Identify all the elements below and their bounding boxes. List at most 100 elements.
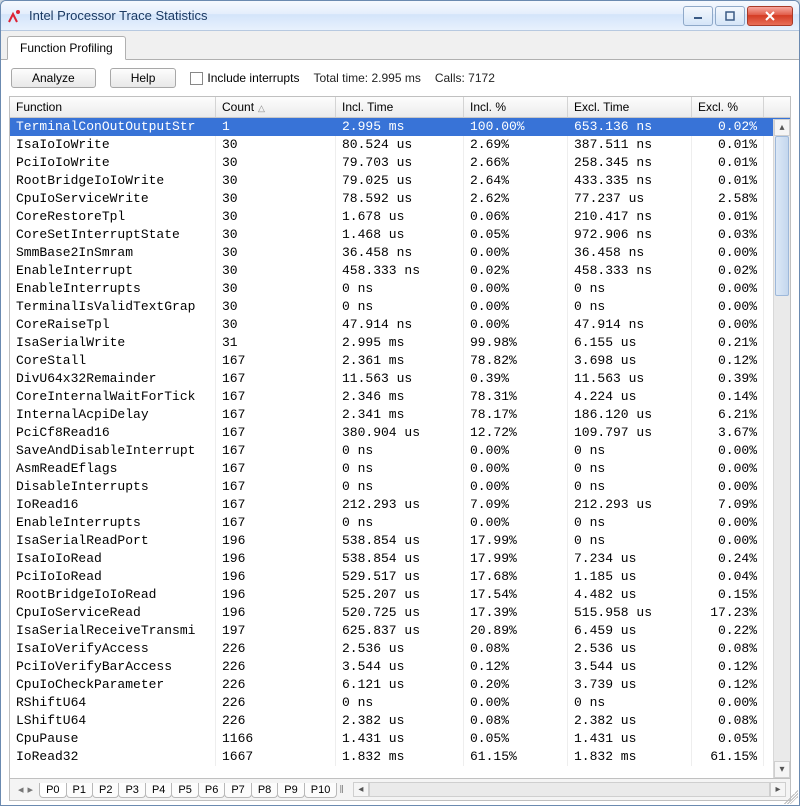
cell-excl-pct: 0.00% <box>692 316 764 334</box>
scroll-down-icon[interactable]: ▾ <box>774 761 790 778</box>
processor-tab-p0[interactable]: P0 <box>39 783 66 798</box>
table-row[interactable]: RShiftU642260 ns0.00%0 ns0.00% <box>10 694 790 712</box>
cell-function: AsmReadEflags <box>10 460 216 478</box>
horizontal-scrollbar[interactable]: ◂ ▸ <box>353 782 786 798</box>
cell-excl-time: 109.797 us <box>568 424 692 442</box>
table-row[interactable]: IsaIoIoWrite3080.524 us2.69%387.511 ns0.… <box>10 136 790 154</box>
cell-incl-time: 47.914 ns <box>336 316 464 334</box>
table-header: Function Count△ Incl. Time Incl. % Excl.… <box>10 97 790 118</box>
cell-incl-time: 525.207 us <box>336 586 464 604</box>
table-row[interactable]: EnableInterrupt30458.333 ns0.02%458.333 … <box>10 262 790 280</box>
processor-tab-p8[interactable]: P8 <box>251 783 278 798</box>
table-row[interactable]: IsaSerialWrite312.995 ms99.98%6.155 us0.… <box>10 334 790 352</box>
table-row[interactable]: LShiftU642262.382 us0.08%2.382 us0.08% <box>10 712 790 730</box>
include-interrupts-wrap[interactable]: Include interrupts <box>190 71 299 85</box>
cell-incl-time: 2.382 us <box>336 712 464 730</box>
table-row[interactable]: CoreRestoreTpl301.678 us0.06%210.417 ns0… <box>10 208 790 226</box>
cell-excl-pct: 0.01% <box>692 172 764 190</box>
processor-tab-p4[interactable]: P4 <box>145 783 172 798</box>
table-row[interactable]: EnableInterrupts1670 ns0.00%0 ns0.00% <box>10 514 790 532</box>
table-row[interactable]: IsaIoIoRead196538.854 us17.99%7.234 us0.… <box>10 550 790 568</box>
table-row[interactable]: IsaSerialReadPort196538.854 us17.99%0 ns… <box>10 532 790 550</box>
cell-incl-time: 1.468 us <box>336 226 464 244</box>
table-row[interactable]: SmmBase2InSmram3036.458 ns0.00%36.458 ns… <box>10 244 790 262</box>
table-row[interactable]: CpuIoServiceRead196520.725 us17.39%515.9… <box>10 604 790 622</box>
col-excl-pct[interactable]: Excl. % <box>692 97 764 117</box>
cell-function: IsaSerialReceiveTransmi <box>10 622 216 640</box>
table-row[interactable]: PciIoVerifyBarAccess2263.544 us0.12%3.54… <box>10 658 790 676</box>
cell-incl-time: 380.904 us <box>336 424 464 442</box>
table-row[interactable]: TerminalIsValidTextGrap300 ns0.00%0 ns0.… <box>10 298 790 316</box>
table-row[interactable]: AsmReadEflags1670 ns0.00%0 ns0.00% <box>10 460 790 478</box>
table-row[interactable]: CoreSetInterruptState301.468 us0.05%972.… <box>10 226 790 244</box>
cell-incl-time: 2.995 ms <box>336 334 464 352</box>
table-row[interactable]: RootBridgeIoIoRead196525.207 us17.54%4.4… <box>10 586 790 604</box>
table-row[interactable]: DisableInterrupts1670 ns0.00%0 ns0.00% <box>10 478 790 496</box>
table-row[interactable]: IoRead16167212.293 us7.09%212.293 us7.09… <box>10 496 790 514</box>
vertical-scrollbar[interactable]: ▴ ▾ <box>773 119 790 778</box>
cell-incl-pct: 2.66% <box>464 154 568 172</box>
col-incl-time[interactable]: Incl. Time <box>336 97 464 117</box>
col-count[interactable]: Count△ <box>216 97 336 117</box>
minimize-button[interactable] <box>683 6 713 26</box>
table-row[interactable]: IsaIoVerifyAccess2262.536 us0.08%2.536 u… <box>10 640 790 658</box>
cell-function: PciIoIoWrite <box>10 154 216 172</box>
table-body[interactable]: TerminalConOutOutputStr12.995 ms100.00%6… <box>10 118 790 778</box>
table-row[interactable]: PciIoIoRead196529.517 us17.68%1.185 us0.… <box>10 568 790 586</box>
analyze-button[interactable]: Analyze <box>11 68 96 88</box>
table-row[interactable]: IsaSerialReceiveTransmi197625.837 us20.8… <box>10 622 790 640</box>
table-row[interactable]: IoRead3216671.832 ms61.15%1.832 ms61.15% <box>10 748 790 766</box>
scroll-track[interactable] <box>774 136 790 761</box>
table-row[interactable]: SaveAndDisableInterrupt1670 ns0.00%0 ns0… <box>10 442 790 460</box>
hscroll-left-icon[interactable]: ◂ <box>353 782 369 797</box>
tab-function-profiling[interactable]: Function Profiling <box>7 36 126 60</box>
table-row[interactable]: CpuPause11661.431 us0.05%1.431 us0.05% <box>10 730 790 748</box>
maximize-button[interactable] <box>715 6 745 26</box>
processor-tab-p2[interactable]: P2 <box>92 783 119 798</box>
table-row[interactable]: RootBridgeIoIoWrite3079.025 us2.64%433.3… <box>10 172 790 190</box>
cell-count: 196 <box>216 586 336 604</box>
table-row[interactable]: CoreStall1672.361 ms78.82%3.698 us0.12% <box>10 352 790 370</box>
cell-incl-time: 6.121 us <box>336 676 464 694</box>
hscroll-track[interactable] <box>369 782 770 797</box>
processor-tab-p1[interactable]: P1 <box>66 783 93 798</box>
processor-tab-p3[interactable]: P3 <box>118 783 145 798</box>
col-incl-pct[interactable]: Incl. % <box>464 97 568 117</box>
titlebar[interactable]: Intel Processor Trace Statistics <box>1 1 799 31</box>
scroll-up-icon[interactable]: ▴ <box>774 119 790 136</box>
scroll-thumb[interactable] <box>775 136 789 296</box>
table-row[interactable]: DivU64x32Remainder16711.563 us0.39%11.56… <box>10 370 790 388</box>
help-button[interactable]: Help <box>110 68 177 88</box>
table-row[interactable]: InternalAcpiDelay1672.341 ms78.17%186.12… <box>10 406 790 424</box>
cell-incl-pct: 0.00% <box>464 478 568 496</box>
table-row[interactable]: PciIoIoWrite3079.703 us2.66%258.345 ns0.… <box>10 154 790 172</box>
cell-excl-pct: 0.39% <box>692 370 764 388</box>
include-interrupts-label: Include interrupts <box>207 71 299 85</box>
processor-tab-p7[interactable]: P7 <box>224 783 251 798</box>
table-row[interactable]: CpuIoServiceWrite3078.592 us2.62%77.237 … <box>10 190 790 208</box>
table-row[interactable]: CoreRaiseTpl3047.914 ns0.00%47.914 ns0.0… <box>10 316 790 334</box>
cell-incl-time: 3.544 us <box>336 658 464 676</box>
cell-function: DisableInterrupts <box>10 478 216 496</box>
cell-function: CpuIoServiceWrite <box>10 190 216 208</box>
table-row[interactable]: EnableInterrupts300 ns0.00%0 ns0.00% <box>10 280 790 298</box>
table-row[interactable]: CpuIoCheckParameter2266.121 us0.20%3.739… <box>10 676 790 694</box>
tabstrip-prev-icon[interactable]: ◂ <box>14 783 28 796</box>
table-row[interactable]: CoreInternalWaitForTick1672.346 ms78.31%… <box>10 388 790 406</box>
processor-tab-p9[interactable]: P9 <box>277 783 304 798</box>
tabstrip-next-icon[interactable]: ▸ <box>28 783 40 796</box>
resize-grip-icon[interactable] <box>784 790 798 804</box>
cell-function: LShiftU64 <box>10 712 216 730</box>
col-excl-time[interactable]: Excl. Time <box>568 97 692 117</box>
col-function[interactable]: Function <box>10 97 216 117</box>
table-row[interactable]: TerminalConOutOutputStr12.995 ms100.00%6… <box>10 118 790 136</box>
processor-tab-p10[interactable]: P10 <box>304 783 338 798</box>
processor-tab-p6[interactable]: P6 <box>198 783 225 798</box>
include-interrupts-checkbox[interactable] <box>190 72 203 85</box>
cell-incl-pct: 78.31% <box>464 388 568 406</box>
cell-excl-pct: 17.23% <box>692 604 764 622</box>
close-button[interactable] <box>747 6 793 26</box>
cell-incl-pct: 0.08% <box>464 640 568 658</box>
table-row[interactable]: PciCf8Read16167380.904 us12.72%109.797 u… <box>10 424 790 442</box>
processor-tab-p5[interactable]: P5 <box>171 783 198 798</box>
